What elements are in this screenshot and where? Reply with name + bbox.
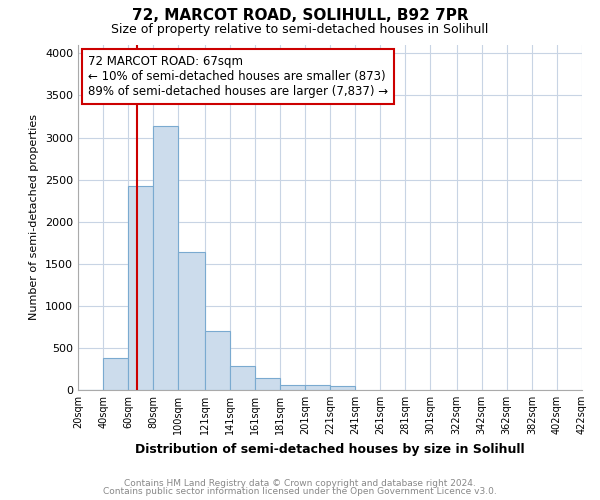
Text: Size of property relative to semi-detached houses in Solihull: Size of property relative to semi-detach… — [112, 22, 488, 36]
Text: 72, MARCOT ROAD, SOLIHULL, B92 7PR: 72, MARCOT ROAD, SOLIHULL, B92 7PR — [131, 8, 469, 22]
Bar — [230, 366, 255, 390]
Bar — [128, 186, 153, 390]
Bar — [255, 378, 280, 390]
X-axis label: Distribution of semi-detached houses by size in Solihull: Distribution of semi-detached houses by … — [135, 442, 525, 456]
Bar — [103, 358, 128, 390]
Bar — [305, 386, 330, 390]
Bar — [153, 126, 178, 390]
Text: Contains public sector information licensed under the Open Government Licence v3: Contains public sector information licen… — [103, 487, 497, 496]
Bar — [280, 385, 305, 390]
Bar — [330, 386, 355, 390]
Bar — [205, 331, 230, 390]
Text: 72 MARCOT ROAD: 67sqm
← 10% of semi-detached houses are smaller (873)
89% of sem: 72 MARCOT ROAD: 67sqm ← 10% of semi-deta… — [88, 56, 388, 98]
Y-axis label: Number of semi-detached properties: Number of semi-detached properties — [29, 114, 40, 320]
Bar — [178, 252, 205, 390]
Text: Contains HM Land Registry data © Crown copyright and database right 2024.: Contains HM Land Registry data © Crown c… — [124, 478, 476, 488]
